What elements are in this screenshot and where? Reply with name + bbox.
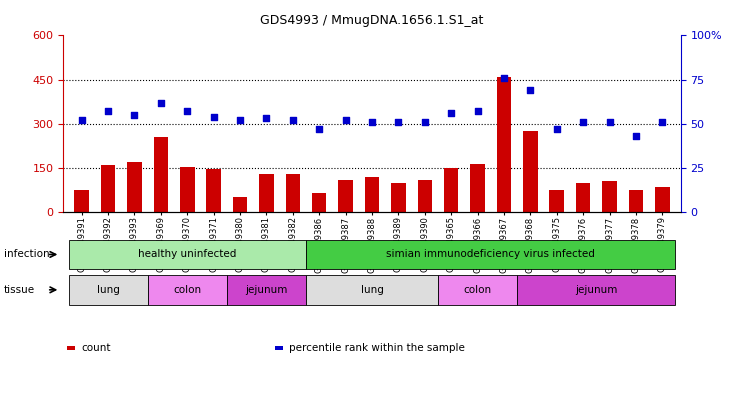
Bar bbox=[365, 177, 379, 212]
Point bbox=[392, 119, 404, 125]
Point bbox=[577, 119, 589, 125]
Bar bbox=[444, 168, 458, 212]
Point bbox=[603, 119, 615, 125]
Bar bbox=[497, 77, 511, 212]
Bar bbox=[576, 183, 591, 212]
Point bbox=[102, 108, 114, 115]
Text: lung: lung bbox=[361, 285, 383, 295]
Point bbox=[208, 114, 219, 120]
Point bbox=[182, 108, 193, 115]
Point bbox=[155, 99, 167, 106]
Bar bbox=[180, 167, 194, 212]
Text: infection: infection bbox=[4, 250, 49, 259]
Text: percentile rank within the sample: percentile rank within the sample bbox=[289, 343, 465, 353]
Text: count: count bbox=[81, 343, 111, 353]
Point bbox=[313, 126, 325, 132]
Bar bbox=[259, 174, 274, 212]
Text: healthy uninfected: healthy uninfected bbox=[138, 250, 237, 259]
Text: colon: colon bbox=[173, 285, 202, 295]
Point bbox=[551, 126, 562, 132]
Bar bbox=[602, 181, 617, 212]
Point bbox=[234, 117, 246, 123]
Bar bbox=[339, 180, 353, 212]
Bar bbox=[655, 187, 670, 212]
Bar bbox=[286, 174, 300, 212]
Point bbox=[498, 75, 510, 81]
Text: lung: lung bbox=[97, 285, 120, 295]
Bar bbox=[233, 197, 247, 212]
Point bbox=[260, 116, 272, 122]
Bar bbox=[312, 193, 327, 212]
Bar bbox=[629, 190, 643, 212]
Point bbox=[630, 133, 642, 139]
Bar bbox=[417, 180, 432, 212]
Bar bbox=[391, 183, 405, 212]
Point bbox=[445, 110, 457, 116]
Text: jejunum: jejunum bbox=[575, 285, 618, 295]
Point bbox=[287, 117, 299, 123]
Bar bbox=[153, 137, 168, 212]
Text: colon: colon bbox=[464, 285, 492, 295]
Point bbox=[76, 117, 88, 123]
Point bbox=[525, 87, 536, 93]
Bar bbox=[101, 165, 115, 212]
Text: tissue: tissue bbox=[4, 285, 35, 295]
Point bbox=[656, 119, 668, 125]
Text: jejunum: jejunum bbox=[246, 285, 288, 295]
Point bbox=[340, 117, 352, 123]
Bar bbox=[127, 162, 142, 212]
Text: simian immunodeficiency virus infected: simian immunodeficiency virus infected bbox=[386, 250, 595, 259]
Point bbox=[129, 112, 141, 118]
Bar bbox=[470, 163, 485, 212]
Point bbox=[472, 108, 484, 115]
Bar bbox=[550, 190, 564, 212]
Bar bbox=[206, 169, 221, 212]
Text: GDS4993 / MmugDNA.1656.1.S1_at: GDS4993 / MmugDNA.1656.1.S1_at bbox=[260, 14, 484, 27]
Point bbox=[366, 119, 378, 125]
Bar bbox=[523, 131, 538, 212]
Bar bbox=[74, 190, 89, 212]
Point bbox=[419, 119, 431, 125]
